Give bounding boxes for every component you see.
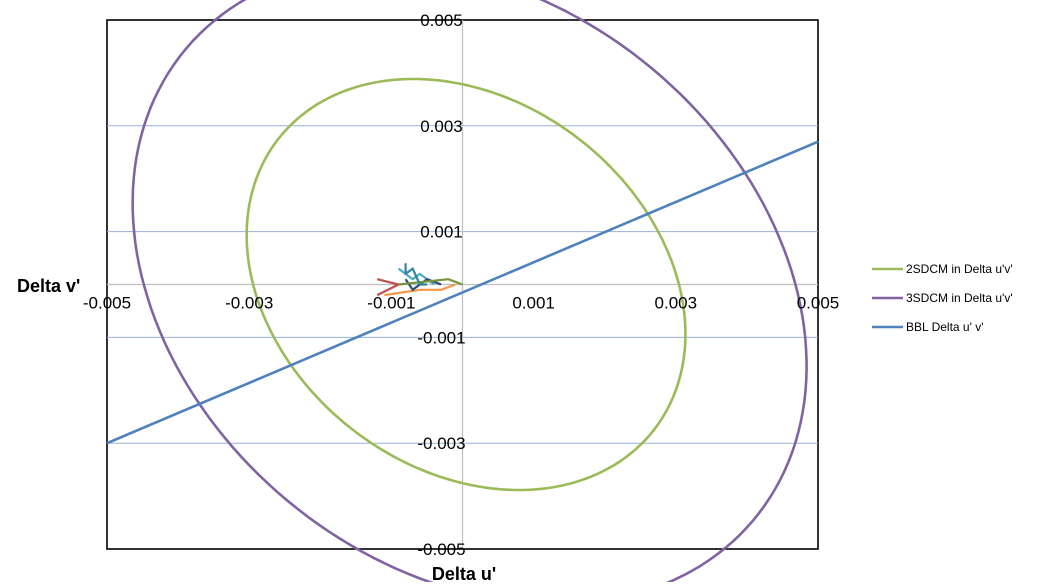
y-tick-label: 0.003 bbox=[420, 117, 463, 136]
series-3-line bbox=[106, 140, 819, 445]
cluster-line-6 bbox=[404, 263, 427, 286]
cluster-line-5 bbox=[398, 278, 463, 286]
y-tick-label: -0.001 bbox=[417, 328, 465, 347]
x-tick-label: 0.003 bbox=[655, 294, 698, 313]
y-tick-label: 0.005 bbox=[420, 11, 463, 30]
series-2-ellipse bbox=[131, 0, 808, 587]
legend-label: 2SDCM in Delta u'v' bbox=[906, 262, 1013, 276]
x-tick-label: -0.003 bbox=[225, 294, 273, 313]
x-tick-label: -0.001 bbox=[367, 294, 415, 313]
y-tick-label: 0.001 bbox=[420, 223, 463, 242]
tick-layer: -0.005 -0.003 -0.001 0.001 0.003 0.005 0.005 0.… bbox=[83, 11, 839, 559]
x-axis-title: Delta u' bbox=[432, 564, 496, 582]
y-axis-title: Delta v' bbox=[17, 276, 80, 296]
y-tick-label: -0.005 bbox=[417, 540, 465, 559]
x-tick-label: 0.001 bbox=[512, 294, 555, 313]
series-1-ellipse bbox=[245, 77, 687, 492]
x-tick-label: -0.005 bbox=[83, 294, 131, 313]
series-layer bbox=[106, 0, 819, 587]
legend-label: BBL Delta u' v' bbox=[906, 320, 984, 334]
legend-label: 3SDCM in Delta u'v' bbox=[906, 291, 1013, 305]
legend: 2SDCM in Delta u'v' 3SDCM in Delta u'v' BB… bbox=[872, 262, 1013, 334]
cluster-line-2 bbox=[384, 283, 456, 297]
x-tick-label: 0.005 bbox=[797, 294, 840, 313]
y-tick-label: -0.003 bbox=[417, 434, 465, 453]
